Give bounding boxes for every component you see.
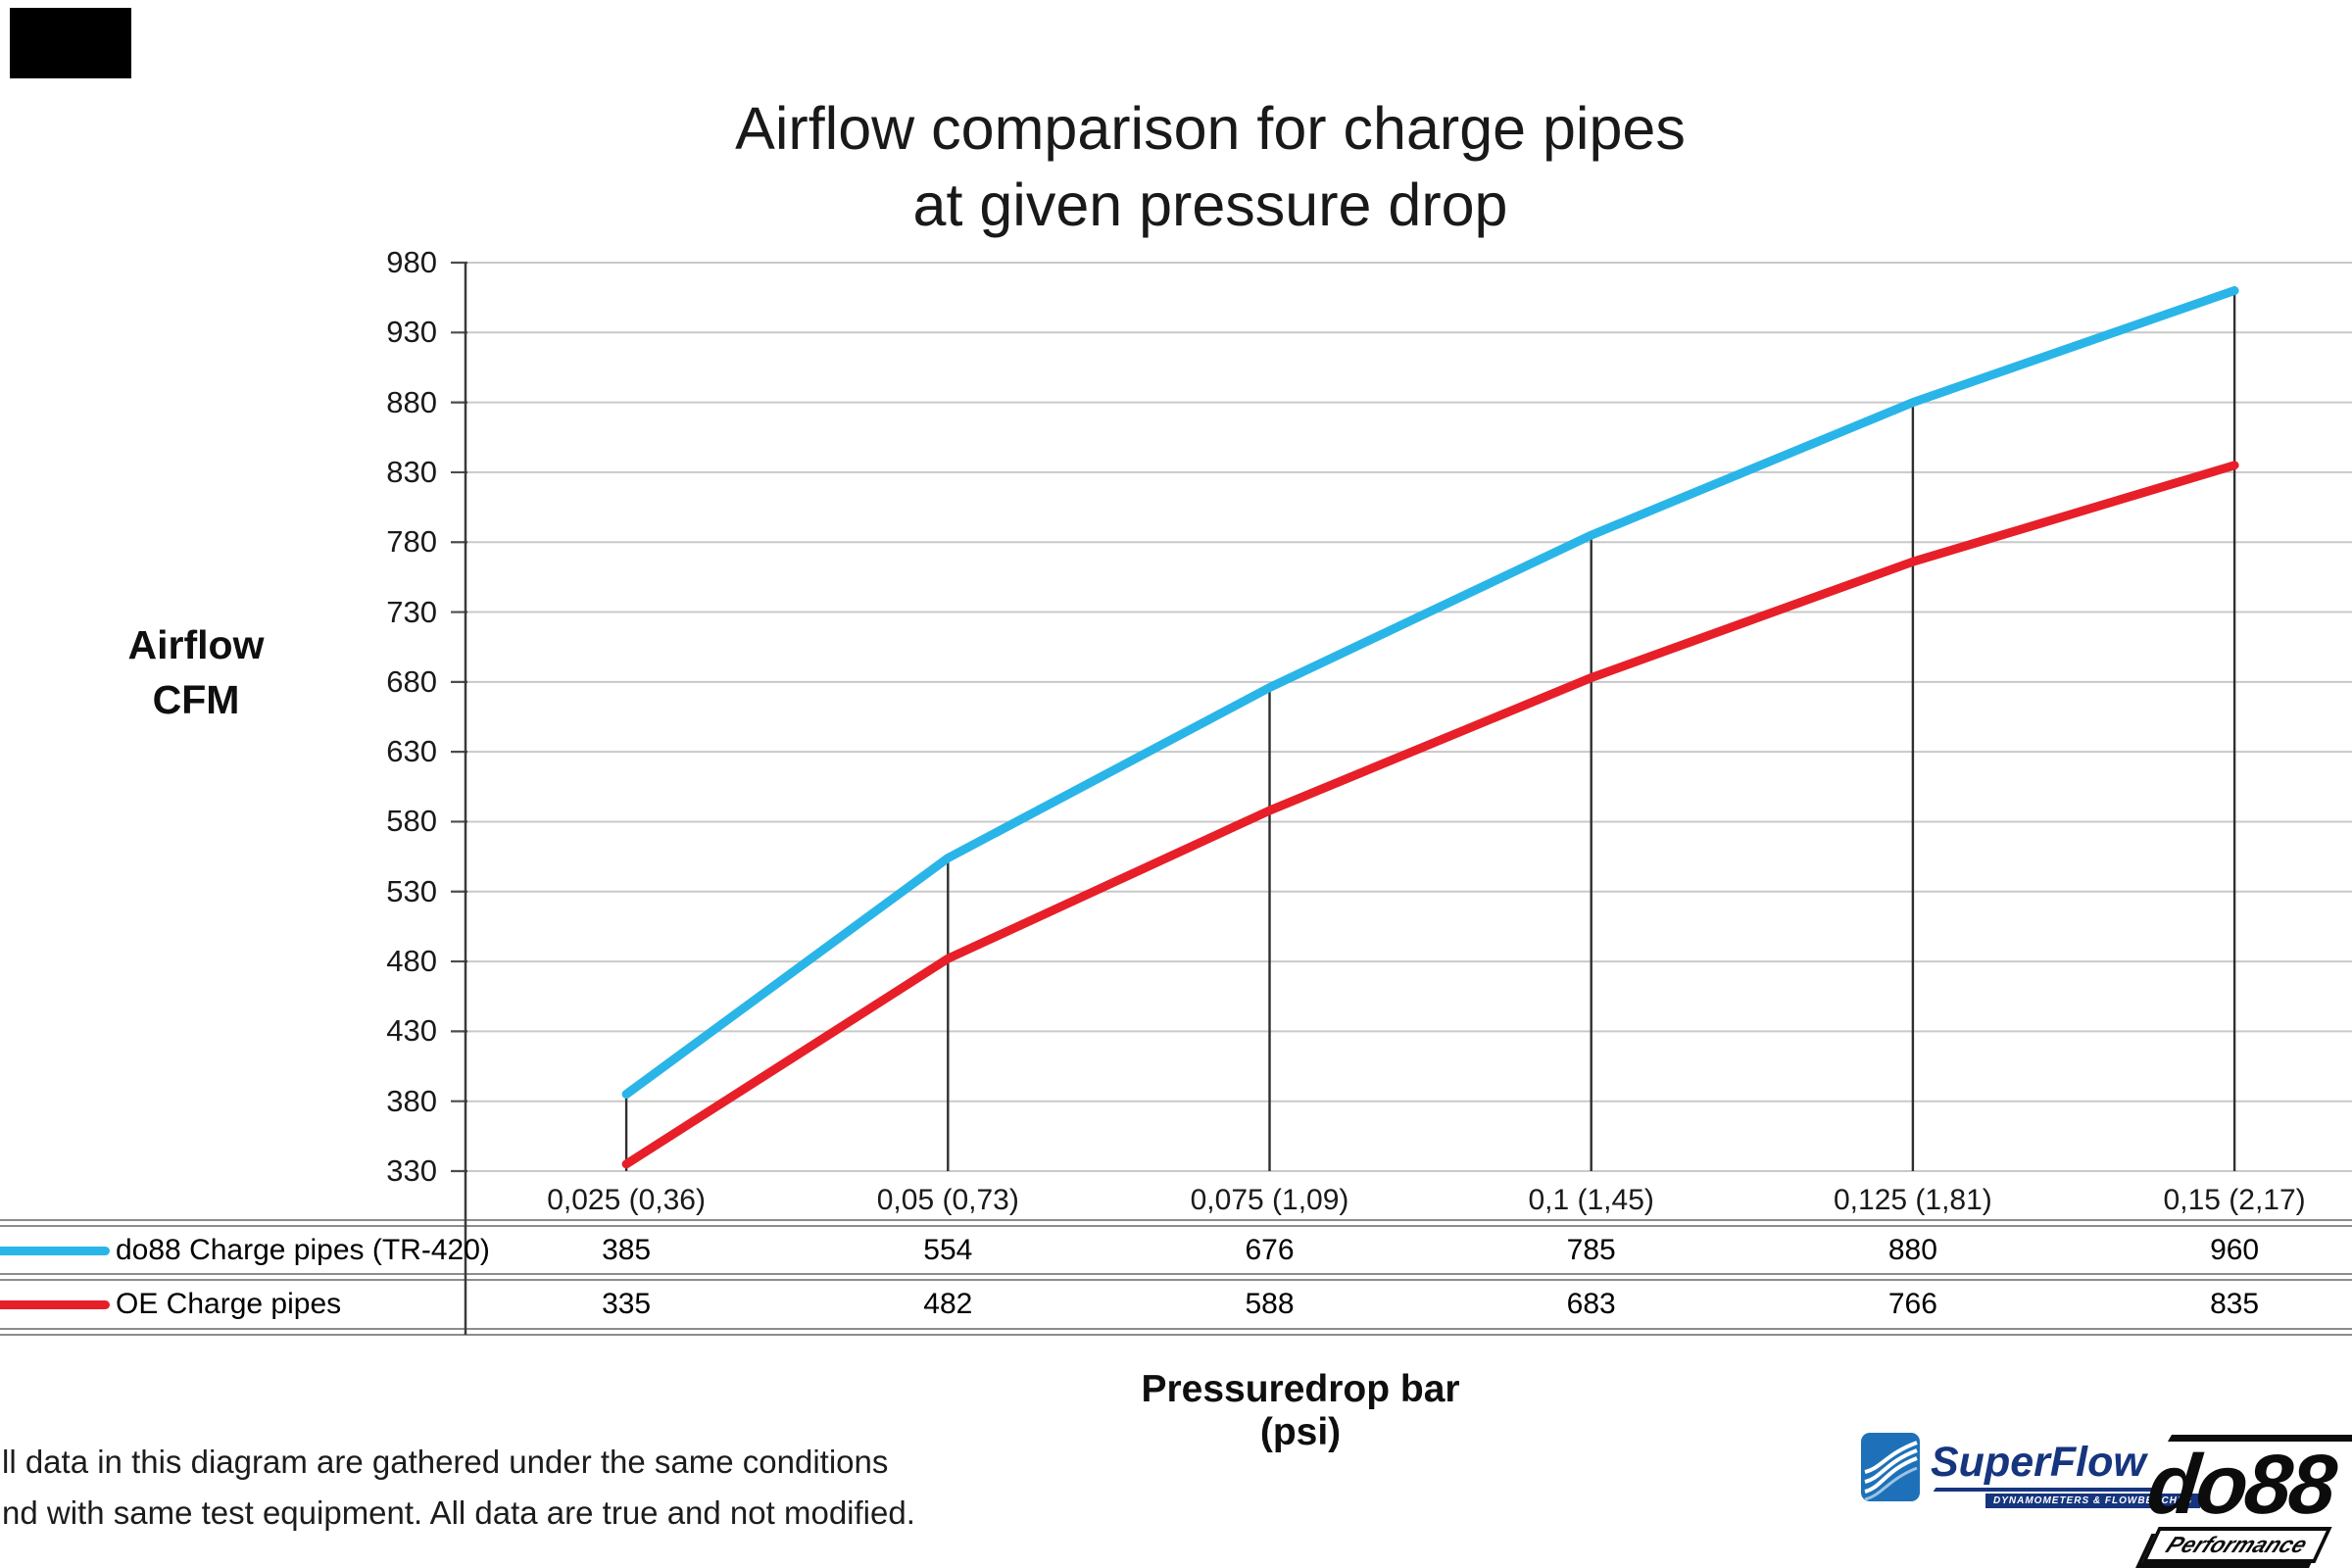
- y-axis-title-line2: CFM: [152, 677, 240, 722]
- y-tick-label: 380: [386, 1083, 437, 1118]
- do88-wordmark: do88: [2142, 1438, 2338, 1532]
- y-tick-label: 330: [386, 1153, 437, 1188]
- superflow-wordmark: SuperFlow: [1931, 1439, 2146, 1486]
- table-value-cell: 335: [602, 1288, 652, 1320]
- x-category-label: 0,075 (1,09): [1190, 1184, 1349, 1216]
- series-line-0: [621, 286, 2239, 1100]
- table-value-cell: 588: [1245, 1288, 1295, 1320]
- x-category-label: 0,15 (2,17): [2163, 1184, 2306, 1216]
- y-tick-label: 430: [386, 1013, 437, 1049]
- footnote-line1: ll data in this diagram are gathered und…: [2, 1444, 889, 1480]
- legend-label-oe: OE Charge pipes: [116, 1288, 342, 1320]
- y-tick-label: 780: [386, 524, 437, 560]
- do88-performance-badge: Performance: [2141, 1527, 2332, 1563]
- y-tick-label: 980: [386, 245, 437, 279]
- superflow-underline: [1933, 1488, 2160, 1492]
- x-category-label: 0,125 (1,81): [1834, 1184, 1992, 1216]
- x-category-label: 0,05 (0,73): [876, 1184, 1019, 1216]
- superflow-logo: SuperFlow DYNAMOMETERS & FLOWBENCHES: [1860, 1427, 2201, 1521]
- legend-swatch-do88: [0, 1247, 110, 1255]
- legend-swatch-oe: [0, 1300, 110, 1309]
- y-tick-label: 730: [386, 594, 437, 629]
- chart-title-line2: at given pressure drop: [912, 172, 1508, 238]
- y-axis-title: Airflow CFM: [59, 617, 333, 727]
- table-value-cell: 385: [602, 1234, 652, 1266]
- x-category-label: 0,1 (1,45): [1528, 1184, 1654, 1216]
- y-tick-label: 630: [386, 734, 437, 769]
- do88-logo: do88 Performance: [2141, 1423, 2352, 1563]
- y-axis-title-line1: Airflow: [127, 622, 265, 667]
- black-corner-box: [10, 8, 131, 78]
- table-value-cell: 835: [2210, 1288, 2260, 1320]
- series-line-1: [621, 461, 2239, 1169]
- y-tick-label: 930: [386, 315, 437, 350]
- y-tick-label: 680: [386, 663, 437, 699]
- table-value-cell: 554: [923, 1234, 973, 1266]
- table-value-cell: 785: [1566, 1234, 1616, 1266]
- legend-label-do88: do88 Charge pipes (TR-420): [116, 1234, 490, 1266]
- table-value-cell: 766: [1887, 1288, 1937, 1320]
- y-tick-label: 880: [386, 384, 437, 419]
- chart-title-line1: Airflow comparison for charge pipes: [735, 95, 1686, 162]
- x-category-label: 0,025 (0,36): [547, 1184, 706, 1216]
- table-value-cell: 676: [1245, 1234, 1295, 1266]
- footnote: ll data in this diagram are gathered und…: [2, 1437, 915, 1539]
- y-tick-label: 530: [386, 873, 437, 908]
- chart-title: Airflow comparison for charge pipes at g…: [412, 90, 2009, 243]
- x-axis-title: Pressuredrop bar (psi): [1141, 1368, 1460, 1453]
- table-value-cell: 482: [923, 1288, 973, 1320]
- y-tick-label: 830: [386, 454, 437, 489]
- y-tick-label: 480: [386, 944, 437, 979]
- superflow-tagline: DYNAMOMETERS & FLOWBENCHES: [1985, 1494, 2201, 1508]
- superflow-flag-icon: [1861, 1433, 1920, 1501]
- y-tick-label: 580: [386, 804, 437, 839]
- footnote-line2: nd with same test equipment. All data ar…: [2, 1494, 915, 1531]
- table-value-cell: 683: [1566, 1288, 1616, 1320]
- table-value-cell: 880: [1887, 1234, 1937, 1266]
- table-value-cell: 960: [2210, 1234, 2260, 1266]
